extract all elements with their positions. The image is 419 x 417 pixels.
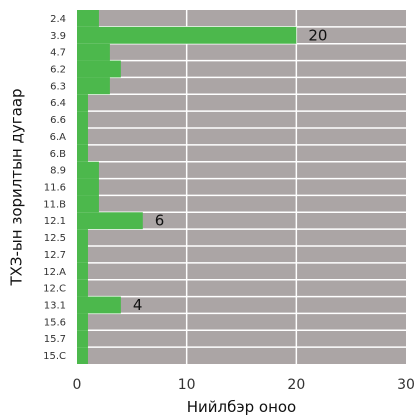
- bar-12.7: [77, 246, 88, 263]
- bar-11.B: [77, 195, 99, 213]
- plot-background: [77, 10, 406, 364]
- bar-3.9: [77, 26, 297, 44]
- bar-12.A: [77, 262, 88, 280]
- y-tick-label: 12.A: [43, 267, 66, 278]
- bar-6.3: [77, 77, 110, 95]
- data-label-13.1: 4: [133, 296, 143, 314]
- bar-15.7: [77, 330, 88, 348]
- bar-11.6: [77, 178, 99, 196]
- y-tick-label: 6.A: [50, 132, 67, 143]
- bar-4.7: [77, 43, 110, 61]
- data-label-3.9: 20: [308, 26, 327, 44]
- x-tick-label: 20: [287, 377, 305, 393]
- y-tick-label: 15.C: [43, 351, 66, 362]
- y-tick-label: 15.6: [44, 317, 66, 328]
- bar-6.2: [77, 60, 121, 78]
- y-tick-label: 11.B: [43, 199, 66, 210]
- bar-12.1: [77, 212, 143, 230]
- x-tick-labels: 0 10 20 30: [73, 377, 415, 393]
- y-tick-labels: 2.4 3.9 4.7 6.2 6.3 6.4 6.6 6.A 6.B 8.9 11.6 11.B 12…: [43, 14, 66, 362]
- y-tick-label: 8.9: [50, 166, 66, 177]
- y-tick-label: 12.1: [44, 216, 66, 227]
- x-tick-label: 30: [397, 377, 415, 393]
- y-tick-label: 3.9: [50, 31, 66, 42]
- x-axis-label: Нийлбэр оноо: [187, 398, 296, 416]
- bar-12.5: [77, 229, 88, 246]
- bar-6.4: [77, 94, 88, 112]
- y-tick-label: 13.1: [44, 301, 66, 312]
- y-tick-label: 6.4: [50, 98, 66, 109]
- y-axis-label: ТХЗ-ын зорилтын дугаар: [8, 88, 26, 286]
- bar-2.4: [77, 10, 99, 27]
- y-tick-label: 11.6: [44, 183, 66, 194]
- bar-15.C: [77, 347, 88, 364]
- bars: [77, 10, 297, 364]
- y-tick-label: 4.7: [50, 48, 66, 59]
- bar-15.6: [77, 313, 88, 331]
- x-tick-label: 10: [178, 377, 196, 393]
- y-tick-label: 6.B: [50, 149, 67, 160]
- y-tick-label: 15.7: [44, 334, 66, 345]
- y-tick-label: 6.2: [50, 65, 66, 76]
- bar-13.1: [77, 296, 121, 314]
- x-tick-label: 0: [73, 377, 82, 393]
- bar-8.9: [77, 161, 99, 179]
- data-label-12.1: 6: [155, 212, 165, 230]
- bar-12.C: [77, 279, 88, 297]
- y-tick-label: 6.3: [50, 81, 66, 92]
- y-tick-label: 2.4: [50, 14, 66, 25]
- bar-6.A: [77, 128, 88, 145]
- y-tick-label: 12.7: [44, 250, 66, 261]
- y-tick-label: 12.C: [43, 284, 66, 295]
- y-tick-label: 12.5: [44, 233, 66, 244]
- bar-6.6: [77, 111, 88, 128]
- y-tick-label: 6.6: [50, 115, 66, 126]
- bar-6.B: [77, 144, 88, 162]
